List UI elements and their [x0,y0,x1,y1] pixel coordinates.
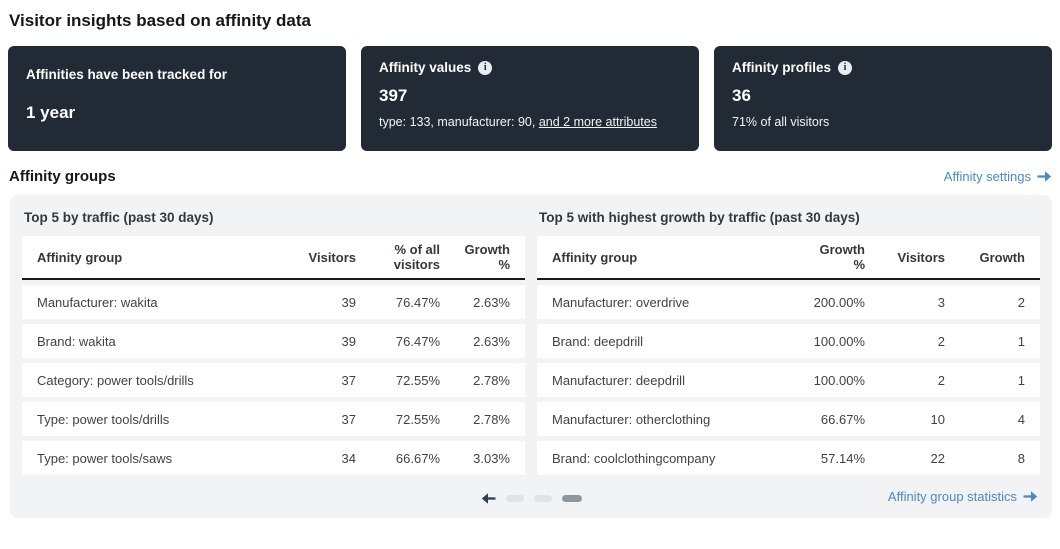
card-values-title: Affinity values [379,60,472,75]
info-icon[interactable]: i [478,60,493,75]
cell-growth: 4 [1017,411,1025,427]
cell-growth: 1 [1017,333,1025,349]
cell-growth-pct: 2.78% [473,372,510,388]
cell-growth-pct: 2.78% [473,411,510,427]
affinity-settings-link[interactable]: Affinity settings [944,169,1052,184]
cell-affinity-group: Category: power tools/drills [37,372,194,388]
more-attributes-link[interactable]: and 2 more attributes [538,115,657,129]
table-row: Manufacturer: wakita 39 76.47% 2.63% [22,285,525,319]
cell-growth-pct: 2.63% [473,294,510,310]
cell-visitors: 3 [937,294,945,310]
col-affinity-group: Affinity group [37,249,123,265]
summary-cards: Affinities have been tracked for 1 year … [8,46,1052,151]
cell-pct-all-visitors: 76.47% [395,294,440,310]
table-row: Brand: wakita 39 76.47% 2.63% [22,324,525,358]
cell-pct-all-visitors: 76.47% [395,333,440,349]
cell-growth-pct: 2.63% [473,333,510,349]
panel-footer: Affinity group statistics [22,488,1040,508]
cell-pct-all-visitors: 72.55% [395,411,440,427]
table-row: Brand: deepdrill 100.00% 2 1 [537,324,1040,358]
cell-visitors: 2 [937,333,945,349]
table-row: Manufacturer: deepdrill 100.00% 2 1 [537,363,1040,397]
cell-visitors: 37 [341,372,356,388]
cell-affinity-group: Manufacturer: overdrive [552,294,690,310]
card-affinity-values: Affinity values i 397 type: 133, manufac… [361,46,699,151]
top-growth-title: Top 5 with highest growth by traffic (pa… [539,210,860,225]
cell-visitors: 37 [341,411,356,427]
cell-growth-pct: 57.14% [820,450,865,466]
top-growth-table: Top 5 with highest growth by traffic (pa… [537,207,1040,475]
cell-visitors: 39 [341,294,356,310]
cell-visitors: 22 [930,450,945,466]
affinity-settings-label: Affinity settings [943,169,1031,184]
cell-growth: 8 [1017,450,1025,466]
top-traffic-table: Top 5 by traffic (past 30 days) Affinity… [22,207,525,475]
card-profiles-value: 36 [732,86,751,105]
cell-visitors: 10 [930,411,945,427]
cell-affinity-group: Brand: wakita [37,333,116,349]
col-visitors: Visitors [897,249,945,265]
pager-dot-3[interactable] [561,494,582,502]
card-tracking-value: 1 year [26,103,76,122]
previous-page-arrow-icon[interactable] [481,492,496,505]
arrow-right-icon [1023,490,1038,503]
visitor-insights-page: Visitor insights based on affinity data … [8,11,1052,518]
cell-affinity-group: Manufacturer: otherclothing [552,411,711,427]
arrow-right-icon [1037,170,1052,183]
table-header: Affinity group Growth % Visitors Growth [537,236,1040,280]
info-icon[interactable]: i [838,60,853,75]
table-row: Brand: coolclothingcompany 57.14% 22 8 [537,441,1040,475]
card-profiles-title: Affinity profiles [732,60,832,75]
card-tracking-title: Affinities have been tracked for [26,67,228,82]
cell-affinity-group: Brand: coolclothingcompany [552,450,716,466]
table-row: Manufacturer: otherclothing 66.67% 10 4 [537,402,1040,436]
pager-dot-1[interactable] [505,494,524,502]
cell-growth-pct: 3.03% [473,450,510,466]
cell-pct-all-visitors: 66.67% [395,450,440,466]
affinity-groups-panel: Top 5 by traffic (past 30 days) Affinity… [10,195,1052,518]
table-row: Type: power tools/saws 34 66.67% 3.03% [22,441,525,475]
cell-visitors: 39 [341,333,356,349]
affinity-group-statistics-link[interactable]: Affinity group statistics [888,489,1038,504]
cell-growth-pct: 100.00% [813,333,865,349]
cell-visitors: 2 [937,372,945,388]
table-row: Category: power tools/drills 37 72.55% 2… [22,363,525,397]
cell-growth: 1 [1017,372,1025,388]
table-row: Type: power tools/drills 37 72.55% 2.78% [22,402,525,436]
cell-growth-pct: 100.00% [813,372,865,388]
cell-growth-pct: 66.67% [820,411,865,427]
affinity-groups-header: Affinity groups Affinity settings [8,168,1052,185]
col-growth-pct: Growth % [464,242,511,272]
affinity-group-statistics-label: Affinity group statistics [887,489,1017,504]
card-profiles-subtitle: 71% of all visitors [732,115,830,129]
page-title: Visitor insights based on affinity data [9,11,311,30]
table-header: Affinity group Visitors % of all visitor… [22,236,525,280]
cell-affinity-group: Manufacturer: wakita [37,294,158,310]
col-growth: Growth [979,249,1026,265]
card-affinity-profiles: Affinity profiles i 36 71% of all visito… [714,46,1052,151]
cell-visitors: 34 [341,450,356,466]
card-values-subtitle: type: 133, manufacturer: 90, and 2 more … [379,115,681,129]
card-values-subtitle-text: type: 133, manufacturer: 90, [379,115,539,129]
card-values-value: 397 [379,86,408,105]
col-growth-pct: Growth % [819,242,866,272]
pager-dot-2[interactable] [533,494,552,502]
top-traffic-title: Top 5 by traffic (past 30 days) [24,210,214,225]
carousel-pager [481,492,582,505]
cell-affinity-group: Manufacturer: deepdrill [552,372,685,388]
cell-growth: 2 [1017,294,1025,310]
affinity-groups-heading: Affinity groups [9,168,116,185]
cell-affinity-group: Type: power tools/saws [37,450,173,466]
cell-growth-pct: 200.00% [813,294,865,310]
col-affinity-group: Affinity group [552,249,638,265]
col-pct-all-visitors: % of all visitors [393,242,440,272]
col-visitors: Visitors [308,249,356,265]
table-row: Manufacturer: overdrive 200.00% 3 2 [537,285,1040,319]
cell-pct-all-visitors: 72.55% [395,372,440,388]
cell-affinity-group: Brand: deepdrill [552,333,644,349]
cell-affinity-group: Type: power tools/drills [37,411,170,427]
card-tracking-period: Affinities have been tracked for 1 year [8,46,346,151]
